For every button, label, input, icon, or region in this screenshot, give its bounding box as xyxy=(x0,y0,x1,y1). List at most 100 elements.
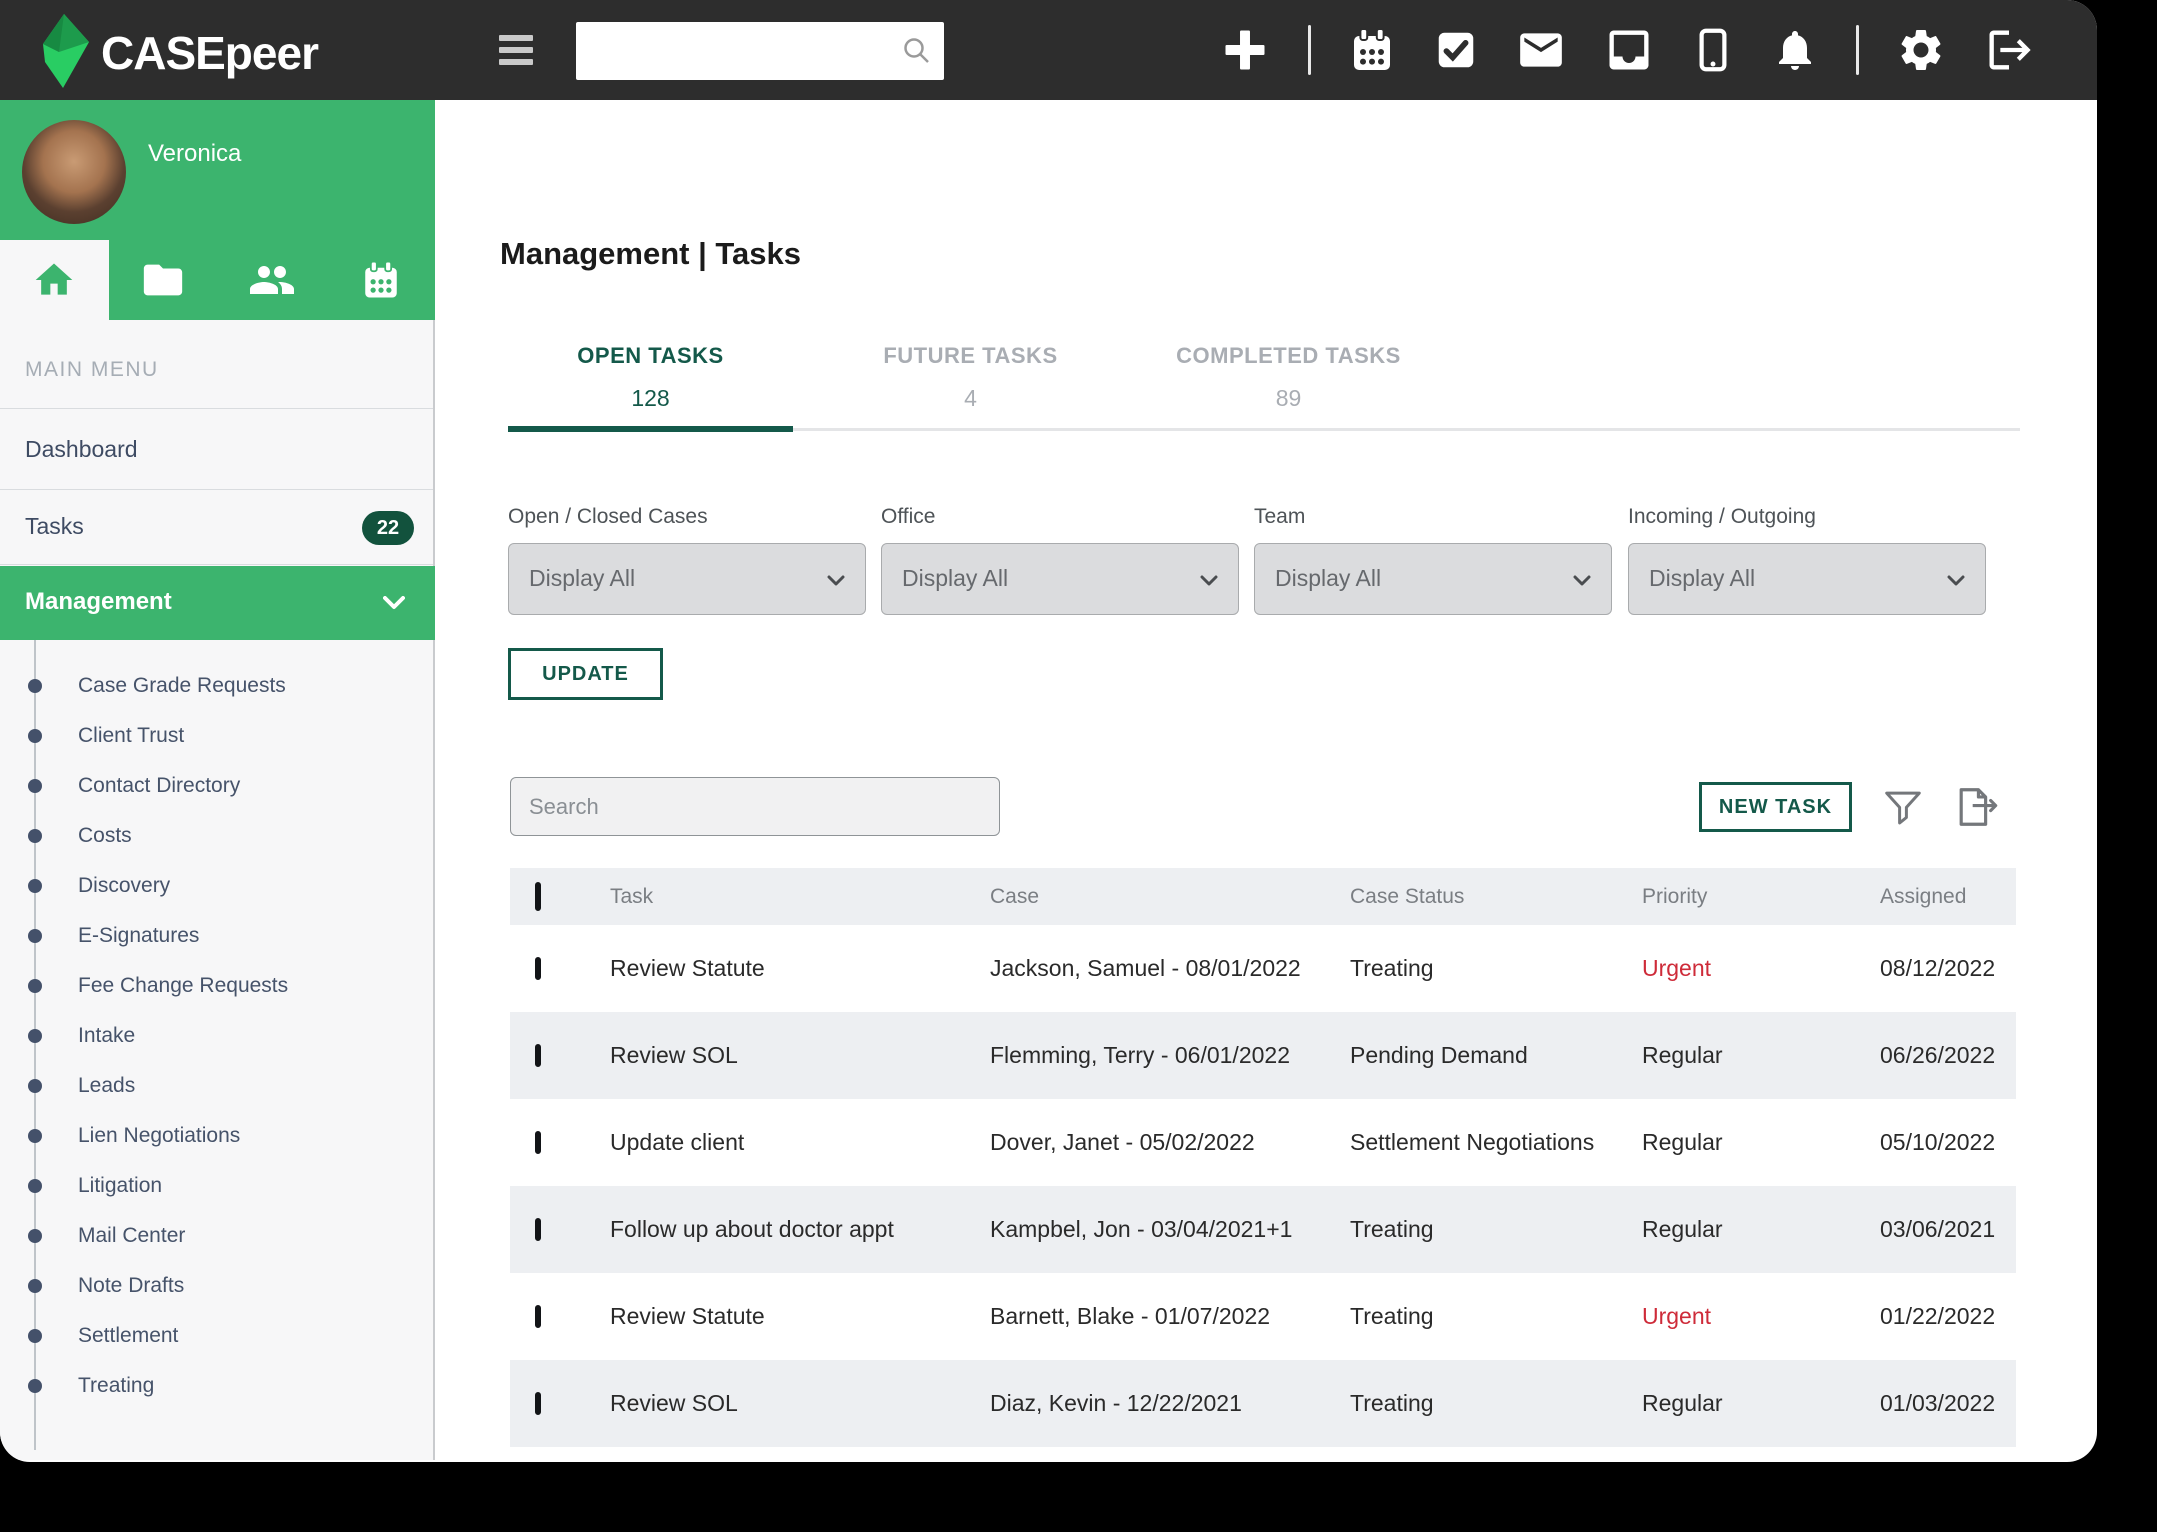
mobile-icon[interactable] xyxy=(1692,26,1734,74)
new-task-button[interactable]: NEW TASK xyxy=(1699,782,1852,832)
update-button[interactable]: UPDATE xyxy=(508,648,663,700)
submenu-item-client-trust[interactable]: Client Trust xyxy=(0,711,435,761)
row-checkbox[interactable] xyxy=(535,1304,541,1328)
calendar-icon[interactable] xyxy=(1348,26,1396,74)
submenu-item-fee-change-requests[interactable]: Fee Change Requests xyxy=(0,961,435,1011)
envelope-icon[interactable] xyxy=(1516,25,1566,75)
table-row[interactable]: Update client Dover, Janet - 05/02/2022 … xyxy=(510,1099,2016,1186)
submenu-item-costs[interactable]: Costs xyxy=(0,811,435,861)
hamburger-menu-icon[interactable] xyxy=(499,35,533,65)
bullet-icon xyxy=(28,879,42,893)
column-header-priority: Priority xyxy=(1642,884,1708,908)
inbox-icon[interactable] xyxy=(1603,24,1655,76)
submenu-item-contact-directory[interactable]: Contact Directory xyxy=(0,761,435,811)
row-checkbox[interactable] xyxy=(535,1130,541,1154)
submenu-item-treating[interactable]: Treating xyxy=(0,1361,435,1411)
row-checkbox[interactable] xyxy=(535,1217,541,1241)
brand-name: CASEpeer xyxy=(101,26,319,79)
sidebar-item-tasks[interactable]: Tasks xyxy=(25,513,84,539)
submenu-item-case-grade-requests[interactable]: Case Grade Requests xyxy=(0,661,435,711)
tab-open-tasks[interactable]: OPEN TASKS 128 xyxy=(508,343,793,412)
bullet-icon xyxy=(28,1279,42,1293)
sidebar-tabs xyxy=(0,240,435,320)
filter-select-incoming-outgoing[interactable]: Display All xyxy=(1628,543,1986,615)
sidebar-tab-home[interactable] xyxy=(0,240,109,320)
sidebar-tab-cases[interactable] xyxy=(109,240,218,320)
priority-value: Regular xyxy=(1642,1129,1723,1155)
people-icon xyxy=(249,266,294,294)
sidebar-tab-contacts[interactable] xyxy=(218,240,327,320)
tab-completed-tasks[interactable]: COMPLETED TASKS 89 xyxy=(1146,343,1431,412)
row-checkbox[interactable] xyxy=(535,1043,541,1067)
topbar-divider xyxy=(1856,25,1859,75)
row-checkbox[interactable] xyxy=(535,1391,541,1415)
sidebar-divider xyxy=(0,408,433,409)
top-bar: CASEpeer xyxy=(0,0,2097,100)
chevron-down-icon xyxy=(1573,575,1591,586)
filter-label-office: Office xyxy=(881,505,936,528)
bullet-icon xyxy=(28,1179,42,1193)
filter-label-incoming-outgoing: Incoming / Outgoing xyxy=(1628,505,1816,528)
topbar-search-input[interactable] xyxy=(588,26,892,76)
open-tasks-count: 128 xyxy=(631,385,670,411)
bullet-icon xyxy=(28,929,42,943)
bell-icon[interactable] xyxy=(1771,26,1819,74)
future-tasks-count: 4 xyxy=(964,385,977,411)
priority-value: Urgent xyxy=(1642,1303,1712,1329)
chevron-down-icon xyxy=(827,575,845,586)
filter-label-open-closed: Open / Closed Cases xyxy=(508,505,708,528)
brand-logo[interactable]: CASEpeer xyxy=(33,12,319,93)
completed-tasks-count: 89 xyxy=(1275,385,1302,411)
management-label: Management xyxy=(25,588,172,615)
tasks-table: Task Case Case Status Priority Assigned … xyxy=(510,868,2016,1447)
submenu-item-mail-center[interactable]: Mail Center xyxy=(0,1211,435,1261)
submenu-item-settlement[interactable]: Settlement xyxy=(0,1311,435,1361)
chevron-down-icon xyxy=(1200,575,1218,586)
bullet-icon xyxy=(28,1229,42,1243)
gear-icon[interactable] xyxy=(1896,25,1946,75)
table-row[interactable]: Review SOL Flemming, Terry - 06/01/2022 … xyxy=(510,1012,2016,1099)
submenu-connector-line xyxy=(34,640,36,1450)
table-row[interactable]: Review Statute Barnett, Blake - 01/07/20… xyxy=(510,1273,2016,1360)
submenu-item-litigation[interactable]: Litigation xyxy=(0,1161,435,1211)
filter-select-office[interactable]: Display All xyxy=(881,543,1239,615)
export-icon[interactable] xyxy=(1954,784,2000,835)
home-icon xyxy=(36,263,73,295)
submenu-item-lien-negotiations[interactable]: Lien Negotiations xyxy=(0,1111,435,1161)
avatar[interactable] xyxy=(22,120,126,224)
search-icon xyxy=(904,38,929,63)
plus-icon[interactable] xyxy=(1219,24,1271,76)
management-submenu: Case Grade Requests Client Trust Contact… xyxy=(0,661,435,1411)
select-all-checkbox[interactable] xyxy=(535,881,541,911)
sidebar-item-management[interactable]: Management xyxy=(0,566,435,640)
topbar-divider xyxy=(1308,25,1311,75)
submenu-item-e-signatures[interactable]: E-Signatures xyxy=(0,911,435,961)
submenu-item-leads[interactable]: Leads xyxy=(0,1061,435,1111)
sign-out-icon[interactable] xyxy=(1983,24,2035,76)
active-tab-underline xyxy=(508,426,793,432)
submenu-item-discovery[interactable]: Discovery xyxy=(0,861,435,911)
filter-label-team: Team xyxy=(1254,505,1306,528)
main-menu-label: MAIN MENU xyxy=(25,358,159,381)
tab-future-tasks[interactable]: FUTURE TASKS 4 xyxy=(828,343,1113,412)
priority-value: Urgent xyxy=(1642,955,1712,981)
bullet-icon xyxy=(28,1029,42,1043)
sidebar-divider xyxy=(0,564,433,565)
task-search-input[interactable] xyxy=(510,777,1000,836)
table-row[interactable]: Review SOL Diaz, Kevin - 12/22/2021 Trea… xyxy=(510,1360,2016,1447)
filter-select-open-closed[interactable]: Display All xyxy=(508,543,866,615)
filter-funnel-icon[interactable] xyxy=(1884,790,1922,831)
submenu-item-note-drafts[interactable]: Note Drafts xyxy=(0,1261,435,1311)
sidebar-item-dashboard[interactable]: Dashboard xyxy=(25,436,138,462)
row-checkbox[interactable] xyxy=(535,956,541,980)
bullet-icon xyxy=(28,729,42,743)
topbar-search xyxy=(576,22,944,80)
submenu-item-intake[interactable]: Intake xyxy=(0,1011,435,1061)
bullet-icon xyxy=(28,1379,42,1393)
table-row[interactable]: Follow up about doctor appt Kampbel, Jon… xyxy=(510,1186,2016,1273)
column-header-task: Task xyxy=(610,884,654,908)
filter-select-team[interactable]: Display All xyxy=(1254,543,1612,615)
table-row[interactable]: Review Statute Jackson, Samuel - 08/01/2… xyxy=(510,925,2016,1012)
sidebar-tab-calendar[interactable] xyxy=(326,240,435,320)
check-square-icon[interactable] xyxy=(1433,27,1479,73)
